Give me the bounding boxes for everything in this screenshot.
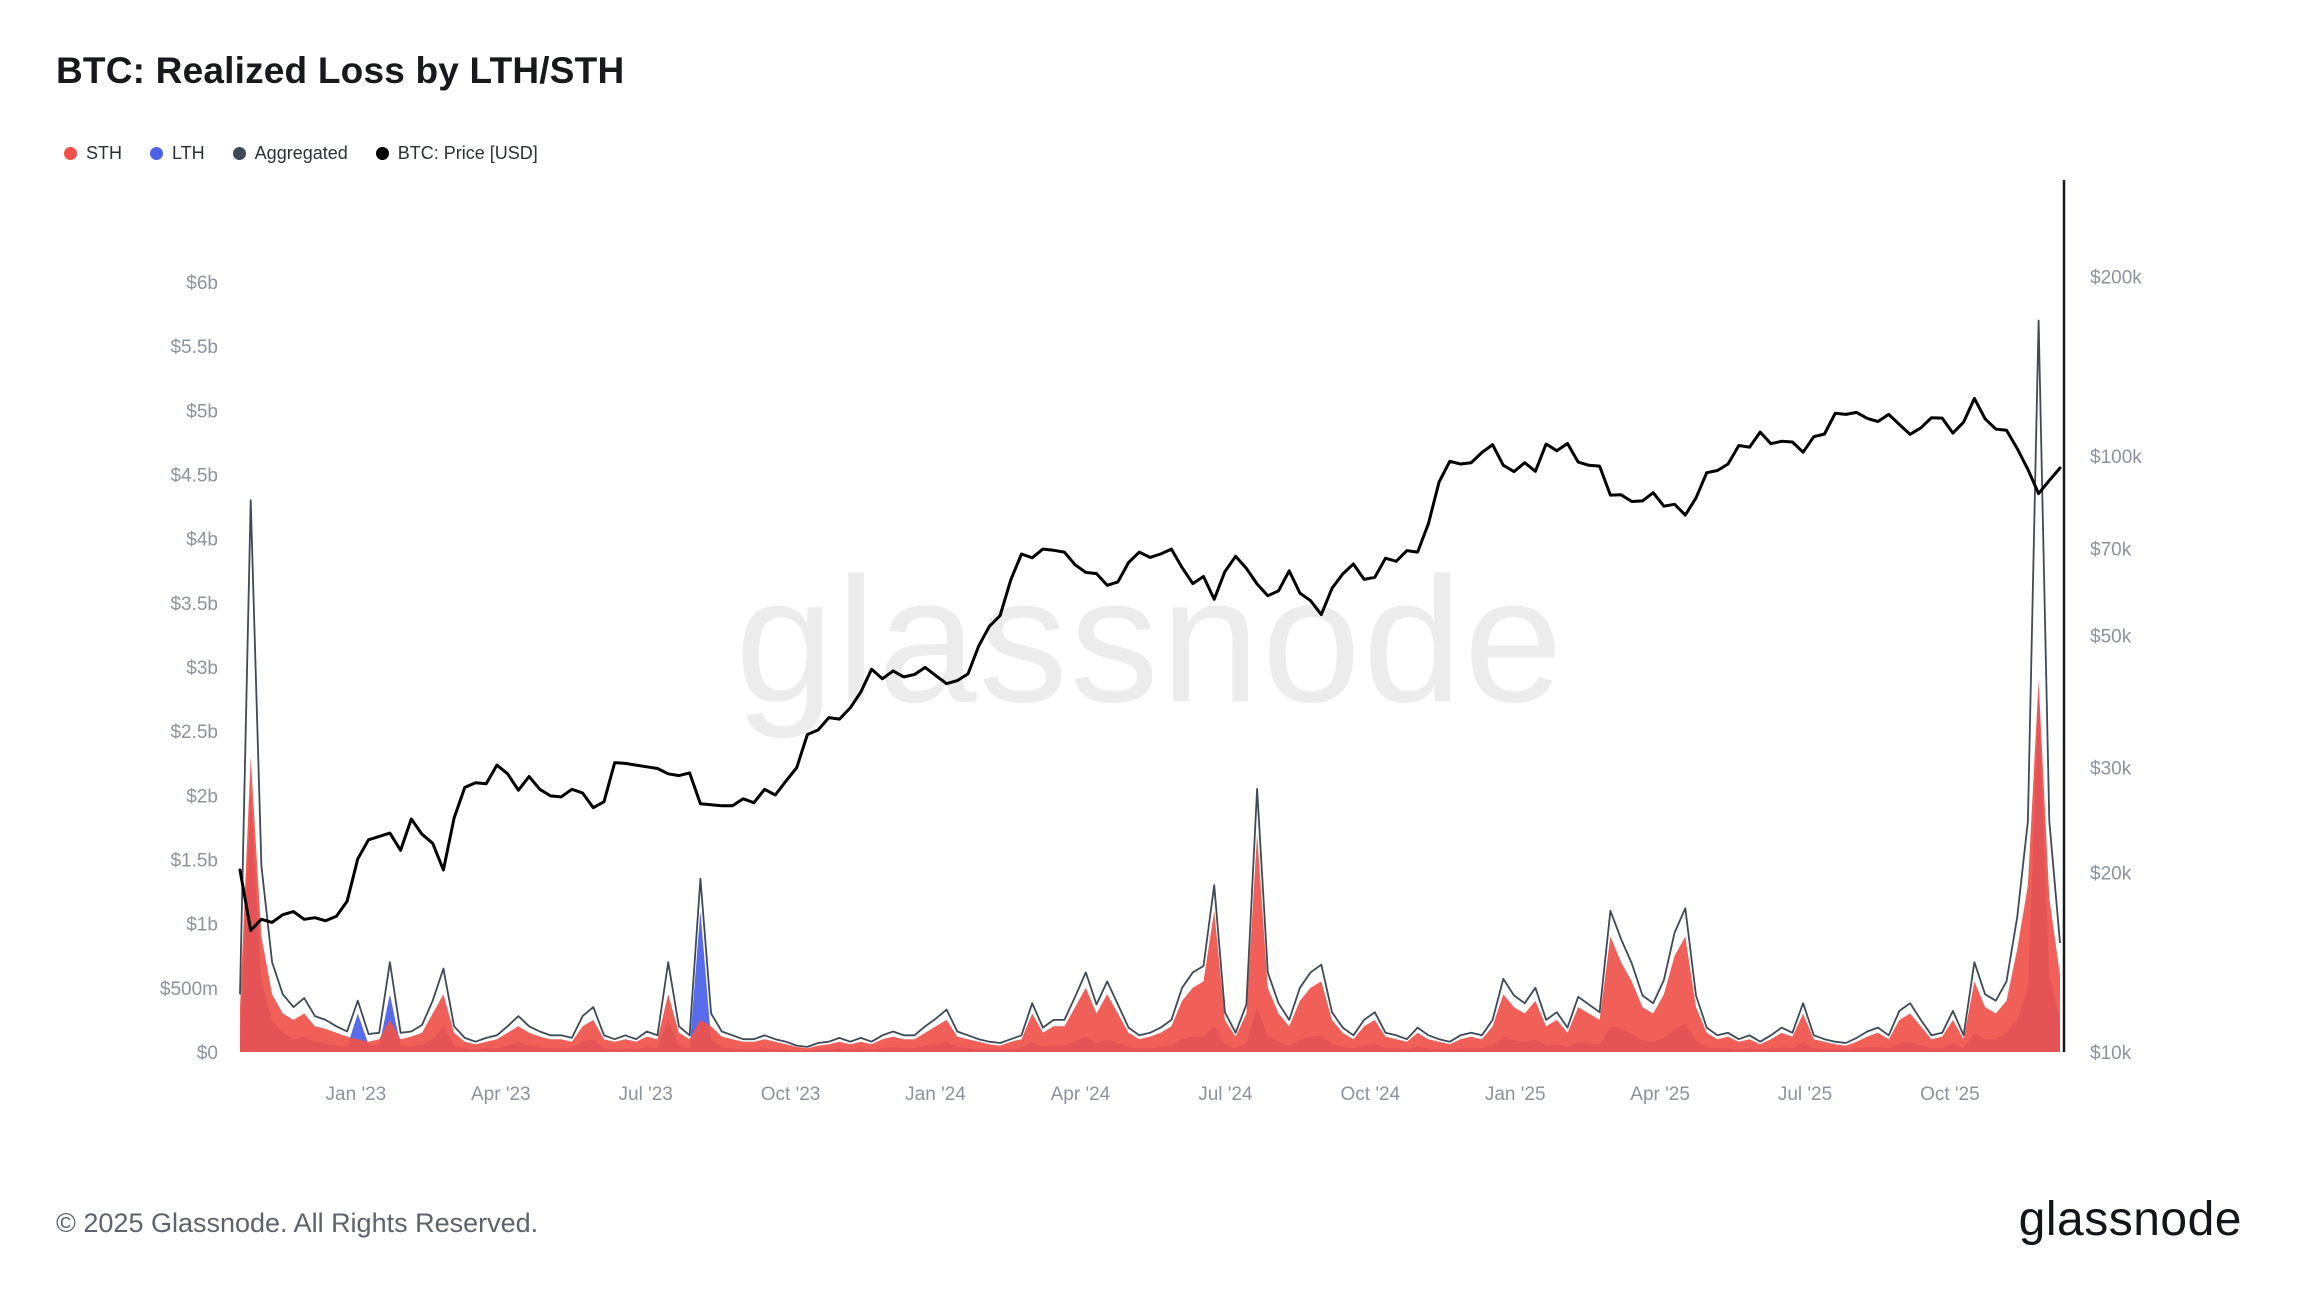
copyright-text: © 2025 Glassnode. All Rights Reserved. [56,1208,539,1238]
right-axis-tick-label: $30k [2090,759,2132,780]
x-axis-tick-label: Oct '24 [1340,1084,1400,1105]
chart-title: BTC: Realized Loss by LTH/STH [56,50,625,91]
legend-item-sth[interactable]: STH [64,143,122,164]
left-axis-tick-label: $2b [186,786,218,807]
x-axis-tick-label: Jul '25 [1778,1084,1832,1105]
left-axis-tick-label: $4b [186,530,218,551]
legend-item-btc-price-usd[interactable]: BTC: Price [USD] [375,143,538,164]
right-axis-tick-label: $70k [2090,539,2132,560]
x-axis-tick-label: Apr '25 [1630,1084,1690,1105]
btc-price-line [238,396,2062,932]
legend-item-aggregated[interactable]: Aggregated [232,143,348,164]
left-axis-tick-label: $1.5b [170,851,218,872]
right-axis-tick-label: $200k [2090,268,2142,289]
aggregated-loss-line [239,319,2061,1048]
glassnode-logo: glassnode [2018,1193,2242,1246]
legend-label: LTH [172,143,205,163]
x-axis-tick-label: Oct '25 [1920,1084,1980,1105]
legend-dot-icon [150,147,163,160]
right-axis-tick-label: $50k [2090,626,2132,647]
left-axis-tick-label: $6b [186,273,218,294]
left-axis-tick-label: $0 [197,1043,218,1064]
legend-item-lth[interactable]: LTH [150,143,205,164]
left-axis-tick-label: $5.5b [170,337,218,358]
x-axis-tick-label: Jul '24 [1198,1084,1253,1105]
right-axis-tick-label: $100k [2090,447,2142,468]
left-axis-tick-label: $500m [160,979,218,1000]
left-axis-tick-label: $4.5b [170,466,218,487]
x-axis-tick-label: Jan '24 [905,1084,966,1105]
legend-label: Aggregated [254,143,348,163]
left-axis-tick-label: $5b [186,401,218,422]
legend-label: STH [86,143,122,163]
x-axis-tick-label: Apr '24 [1051,1084,1111,1105]
x-axis-tick-label: Jan '25 [1485,1084,1546,1105]
x-axis-tick-label: Jul '23 [619,1084,673,1105]
left-axis-tick-label: $3.5b [170,594,218,615]
legend-dot-icon [64,147,77,160]
x-axis-tick-label: Jan '23 [326,1084,387,1105]
x-axis-tick-label: Apr '23 [471,1084,531,1105]
legend: STH LTH Aggregated BTC: Price [USD] [64,143,538,164]
right-axis-tick-label: $10k [2090,1043,2132,1064]
left-axis-tick-label: $2.5b [170,722,218,743]
x-axis-tick-label: Oct '23 [761,1084,821,1105]
lth-loss-area [240,692,2060,1052]
left-axis-tick-label: $1b [186,915,218,936]
legend-label: BTC: Price [USD] [397,143,538,163]
right-axis-tick-label: $20k [2090,864,2132,885]
sth-loss-area [240,679,2060,1052]
legend-dot-icon [232,147,246,160]
legend-dot-icon [375,147,389,160]
left-axis-tick-label: $3b [186,658,218,679]
